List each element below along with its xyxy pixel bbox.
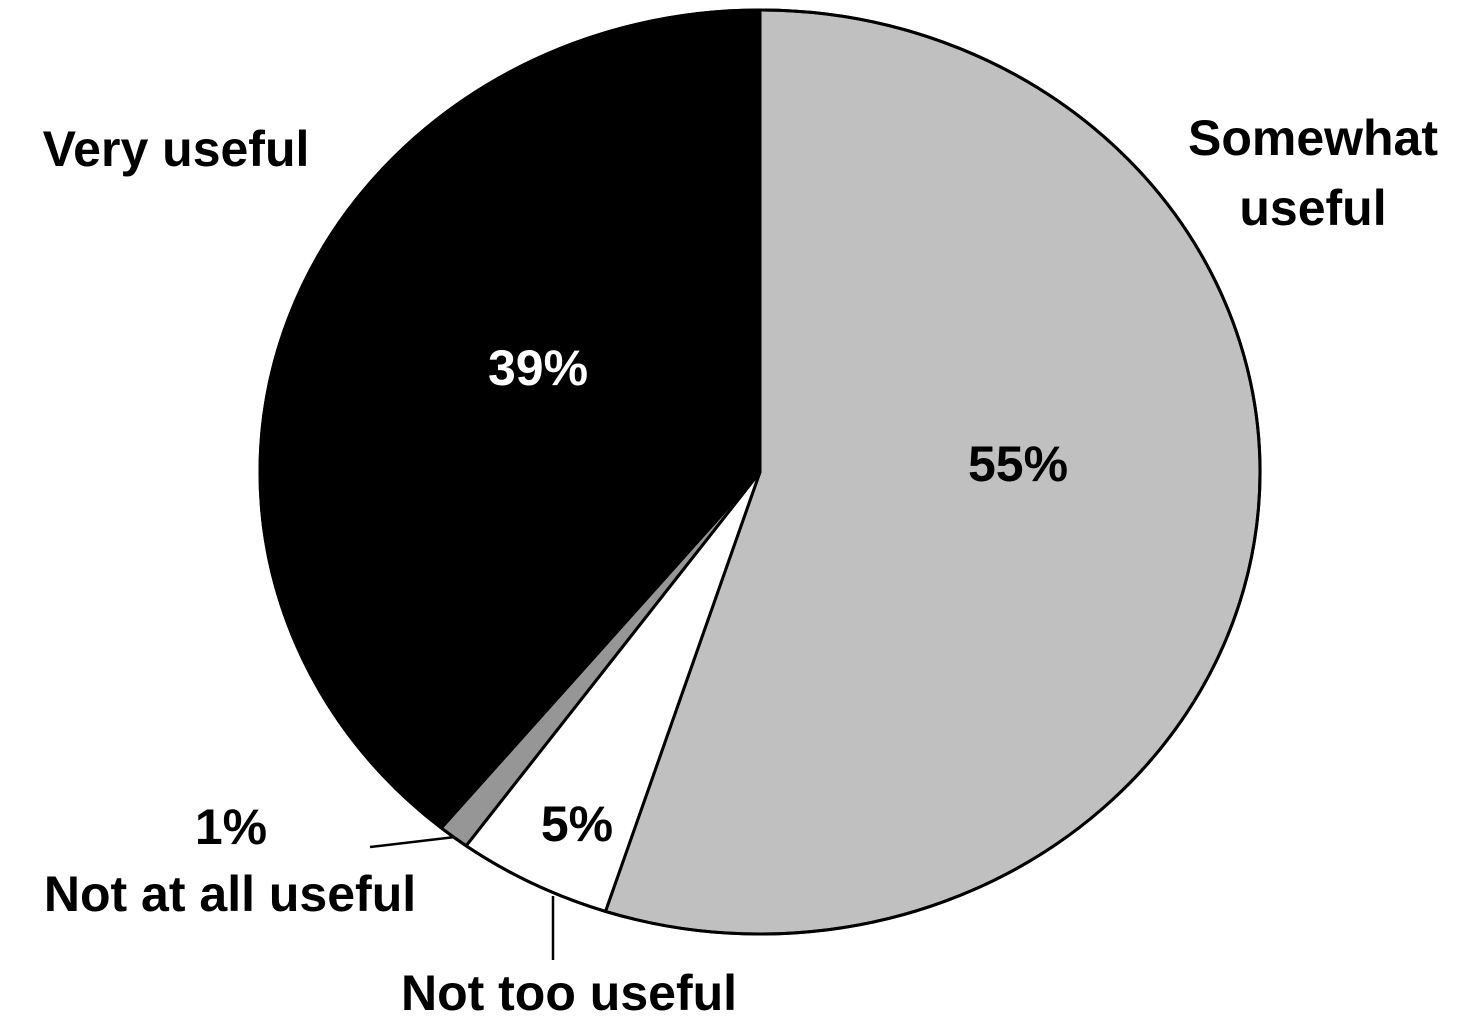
category-label-not-too-useful: Not too useful — [401, 965, 737, 1016]
data-label-very-useful: 39% — [488, 340, 588, 396]
pie-outline — [258, 8, 1262, 936]
category-label-somewhat-useful: Somewhat useful — [1188, 110, 1438, 236]
data-label-somewhat-useful: 55% — [968, 436, 1068, 492]
category-label-not-at-all-useful: Not at all useful — [44, 866, 416, 922]
category-label-very-useful: Very useful — [43, 121, 310, 177]
data-label-not-at-all-useful: 1% — [195, 799, 267, 855]
data-label-not-too-useful: 5% — [541, 796, 613, 852]
leader-line-not-at-all-useful — [369, 835, 456, 849]
